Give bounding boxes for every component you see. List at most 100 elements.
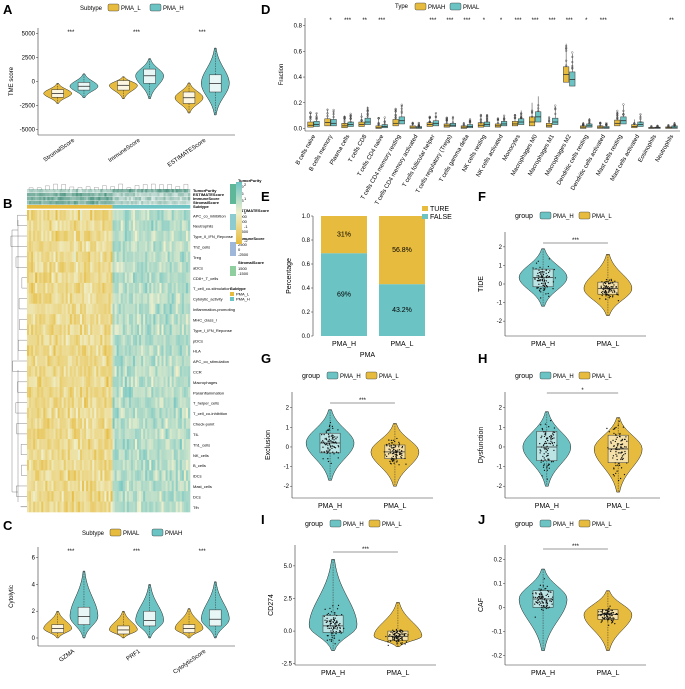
heatmap-cell	[45, 418, 48, 429]
heatmap-cell	[157, 418, 160, 429]
heatmap-cell	[92, 210, 95, 221]
jitter-point	[544, 448, 546, 450]
heatmap-cell	[88, 210, 91, 221]
heatmap-cell	[147, 428, 150, 440]
jitter-point	[540, 297, 542, 299]
heatmap-cell	[143, 282, 146, 294]
heatmap-cell	[47, 324, 50, 336]
heatmap-cell	[47, 334, 50, 346]
heatmap-cell	[88, 501, 91, 513]
jitter-point	[608, 283, 610, 285]
heatmap-cell	[79, 262, 83, 273]
annotation-cell	[124, 189, 128, 193]
annotation-cell	[175, 205, 179, 209]
heatmap-cell	[147, 230, 150, 242]
heatmap-cell	[161, 407, 164, 419]
heatmap-cell	[147, 480, 150, 492]
heatmap-cell	[112, 376, 115, 388]
jitter-point	[541, 595, 544, 597]
heatmap-cell	[33, 241, 36, 252]
heatmap-cell	[145, 210, 148, 221]
jitter-point	[537, 599, 540, 601]
heatmap-cell	[159, 418, 162, 429]
heatmap-cell	[102, 407, 105, 419]
heatmap-cell	[126, 303, 130, 315]
heatmap-cell	[169, 293, 172, 305]
heatmap-cell	[57, 491, 60, 502]
heatmap-cell	[39, 293, 42, 305]
heatmap-cell	[153, 293, 156, 305]
heatmap-cell	[167, 501, 170, 513]
heatmap-cell	[37, 345, 40, 357]
row-dendrogram	[10, 215, 27, 507]
heatmap-cell	[159, 220, 162, 232]
heatmap-cell	[108, 220, 111, 232]
heatmap-cell	[37, 449, 40, 461]
annotation-cell	[181, 193, 185, 197]
annotation-cell	[94, 193, 97, 197]
jitter-point	[327, 440, 329, 442]
heatmap-cell	[145, 314, 148, 325]
annotation-cell	[27, 205, 30, 209]
jitter-point	[392, 446, 394, 449]
heatmap-cell	[98, 407, 101, 419]
heatmap-cell	[67, 293, 71, 305]
heatmap-cell	[31, 480, 34, 492]
heatmap-cell	[47, 439, 50, 450]
heatmap-cell	[187, 314, 191, 325]
heatmap-cell	[175, 230, 179, 242]
jitter-point	[390, 439, 393, 442]
heatmap-cell	[37, 418, 40, 429]
heatmap-cell	[75, 397, 79, 409]
annotation-cell	[187, 193, 191, 197]
heatmap-cell	[177, 387, 181, 398]
heatmap-row-label-6: CD8+_T_cells	[193, 276, 218, 281]
heatmap-cell	[145, 387, 148, 398]
heatmap-cell	[94, 293, 97, 305]
heatmap-cell	[122, 314, 126, 325]
heatmap-cell	[147, 314, 150, 325]
heatmap-cell	[159, 407, 162, 419]
heatmap-cell	[88, 251, 91, 263]
jitter-point	[328, 440, 331, 442]
outlier-point	[496, 122, 500, 125]
jitter-point	[613, 290, 616, 292]
heatmap-cell	[65, 366, 69, 377]
heatmap-cell	[100, 345, 103, 357]
jitter-point	[535, 593, 537, 595]
heatmap-cell	[141, 324, 144, 336]
heatmap-cell	[29, 293, 32, 305]
heatmap-cell	[134, 334, 138, 346]
heatmap-cell	[92, 262, 95, 273]
heatmap-cell	[147, 345, 150, 357]
heatmap-cell	[84, 491, 87, 502]
annotation-cell	[31, 201, 34, 205]
violin-1-violin	[373, 602, 423, 647]
heatmap-cell	[114, 387, 117, 398]
heatmap-cell	[39, 376, 42, 388]
annotation-cell	[157, 193, 160, 197]
heatmap-cell	[151, 293, 154, 305]
heatmap-cell	[75, 439, 79, 450]
annotation-cell	[49, 205, 52, 209]
legend-item-1-swatch	[149, 3, 162, 12]
jitter-point	[620, 440, 622, 442]
heatmap-cell	[75, 501, 79, 513]
heatmap-cell	[141, 439, 144, 450]
heatmap-cell	[88, 459, 91, 471]
jitter-point	[334, 623, 336, 625]
heatmap-cell	[137, 439, 140, 450]
heatmap-cell	[169, 459, 172, 471]
heatmap-cell	[98, 491, 101, 502]
annotation-cell	[151, 197, 154, 201]
heatmap-cell	[71, 314, 75, 325]
heatmap-cell	[43, 355, 46, 367]
significance-label: ***	[359, 398, 367, 404]
outlier-point	[377, 123, 380, 126]
annotation-cell	[137, 197, 140, 201]
heatmap-cell	[69, 303, 73, 315]
annotation-cell	[132, 197, 136, 201]
heatmap-cell	[41, 470, 44, 482]
heatmap-cell	[43, 366, 46, 377]
heatmap-cell	[94, 376, 97, 388]
